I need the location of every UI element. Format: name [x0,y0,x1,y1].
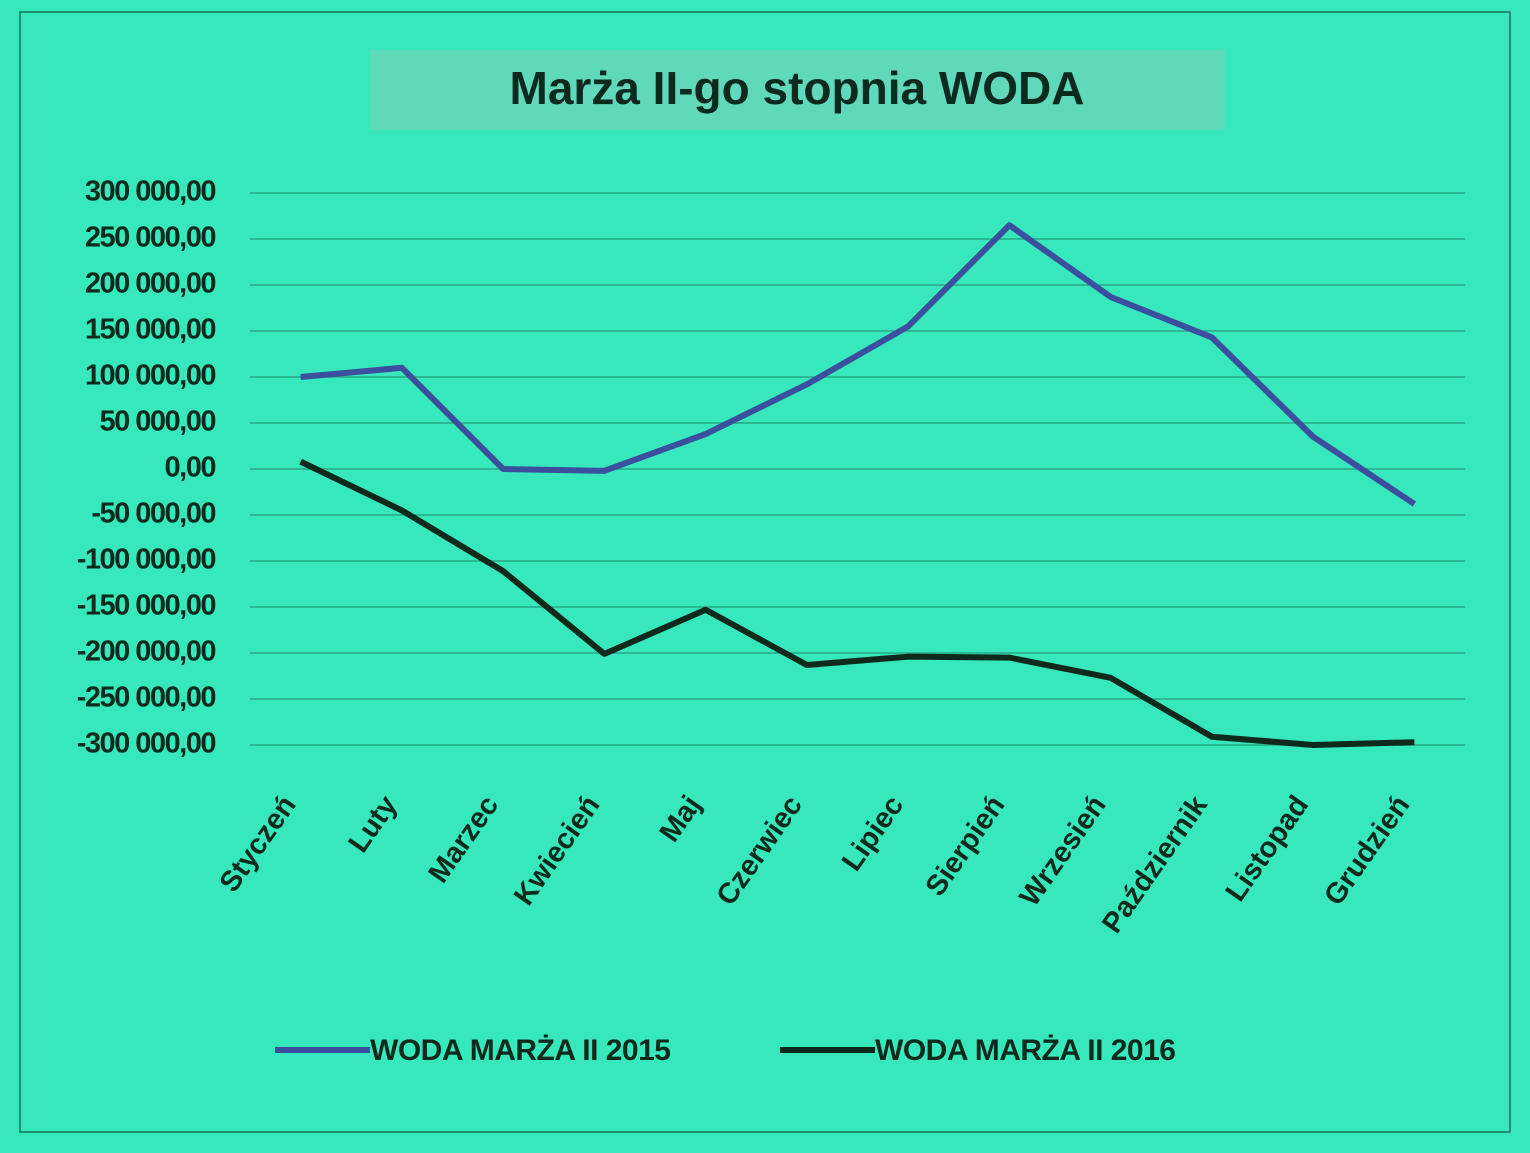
chart-title: Marża II-go stopnia WODA [510,62,1085,114]
y-tick-label: 150 000,00 [85,314,216,346]
title-box [370,50,1225,130]
chart-border [19,11,1511,1133]
y-tick-label: -50 000,00 [91,498,215,530]
y-tick-label: 50 000,00 [99,406,215,438]
y-tick-label: -250 000,00 [77,682,216,714]
y-tick-label: -100 000,00 [77,544,216,576]
y-tick-label: 200 000,00 [85,268,216,300]
y-tick-label: 300 000,00 [85,176,216,208]
y-tick-label: 0,00 [165,452,216,484]
y-tick-label: -300 000,00 [77,728,216,760]
legend-label: WODA MARŻA II 2016 [875,1034,1175,1067]
y-tick-label: 250 000,00 [85,222,216,254]
series-line [299,458,1415,748]
legend-label: WODA MARŻA II 2015 [370,1034,670,1067]
series-line [300,222,1417,507]
y-tick-label: -200 000,00 [77,636,216,668]
y-tick-label: -150 000,00 [77,590,216,622]
y-tick-label: 100 000,00 [85,360,216,392]
